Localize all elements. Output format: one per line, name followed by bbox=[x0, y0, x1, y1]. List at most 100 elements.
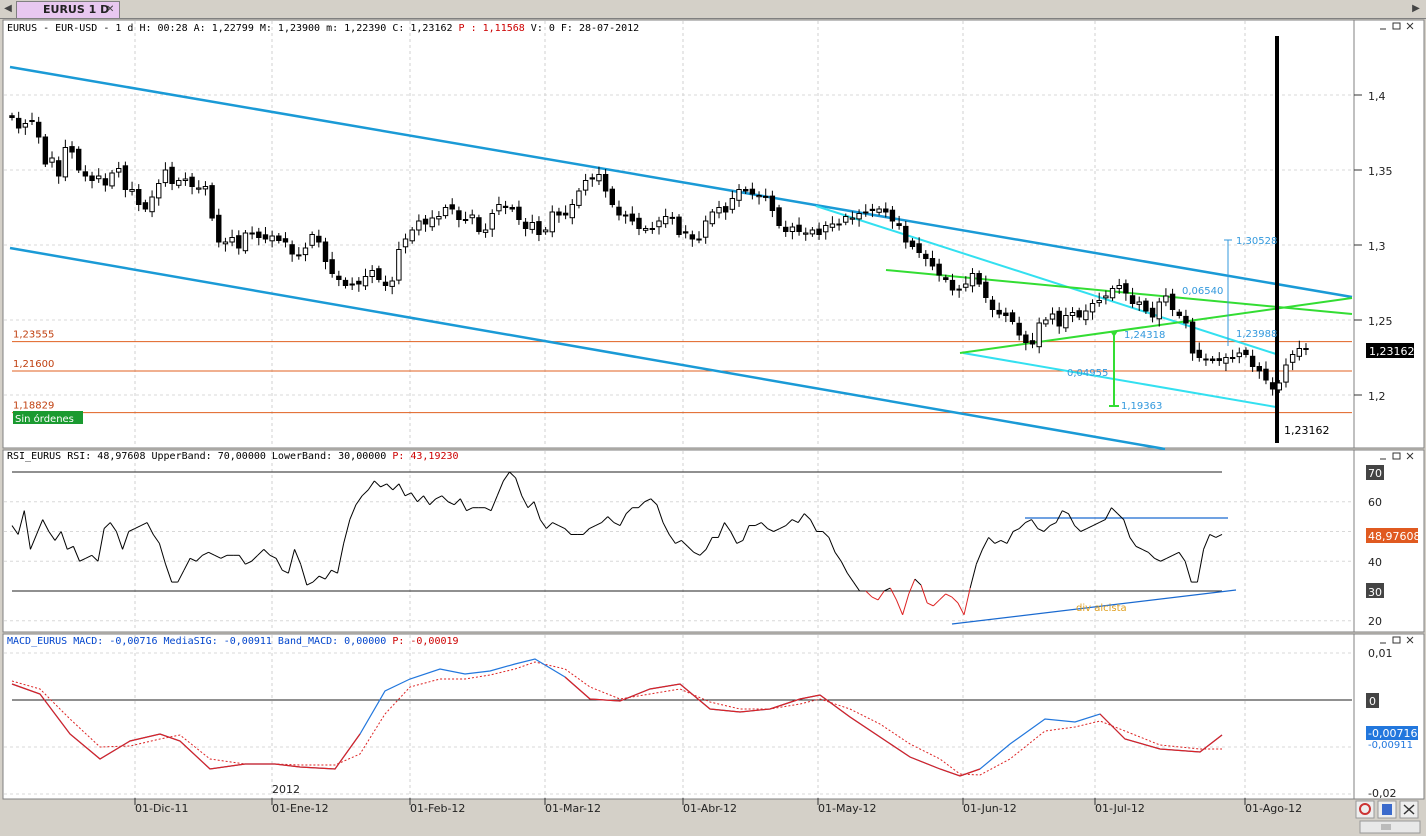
candle[interactable] bbox=[476, 217, 482, 232]
candle[interactable] bbox=[803, 232, 809, 235]
candle[interactable] bbox=[1076, 310, 1082, 318]
maximize-icon[interactable] bbox=[1392, 452, 1401, 460]
candle[interactable] bbox=[102, 178, 109, 186]
candle[interactable] bbox=[923, 253, 929, 260]
candle[interactable] bbox=[316, 235, 322, 243]
candle[interactable] bbox=[769, 195, 776, 212]
candle[interactable] bbox=[149, 196, 155, 213]
candle[interactable] bbox=[776, 207, 782, 227]
candle[interactable] bbox=[1263, 368, 1269, 381]
candle[interactable] bbox=[636, 217, 642, 230]
maximize-icon[interactable] bbox=[1392, 636, 1401, 644]
candle[interactable] bbox=[843, 216, 849, 223]
rsi-panel[interactable] bbox=[2, 449, 1355, 633]
candle[interactable] bbox=[282, 238, 289, 243]
candle[interactable] bbox=[682, 231, 689, 234]
candle[interactable] bbox=[903, 225, 909, 243]
candle[interactable] bbox=[376, 268, 382, 280]
candle[interactable] bbox=[1029, 340, 1036, 345]
candle[interactable] bbox=[462, 219, 469, 221]
candle[interactable] bbox=[976, 273, 982, 285]
candle[interactable] bbox=[689, 234, 696, 240]
candle[interactable] bbox=[989, 299, 996, 311]
candle[interactable] bbox=[916, 243, 922, 254]
candle[interactable] bbox=[516, 206, 522, 220]
candle[interactable] bbox=[469, 214, 475, 219]
candle[interactable] bbox=[96, 175, 102, 180]
candle[interactable] bbox=[1083, 310, 1089, 321]
candle[interactable] bbox=[736, 189, 742, 201]
candle[interactable] bbox=[169, 166, 175, 185]
candle[interactable] bbox=[756, 195, 762, 198]
candle[interactable] bbox=[35, 121, 42, 138]
candle[interactable] bbox=[22, 123, 29, 128]
candle[interactable] bbox=[529, 222, 535, 230]
candle[interactable] bbox=[196, 187, 202, 190]
candle[interactable] bbox=[1176, 311, 1182, 317]
candle[interactable] bbox=[1016, 322, 1022, 336]
candle[interactable] bbox=[162, 169, 169, 184]
candle[interactable] bbox=[1156, 301, 1162, 320]
candle[interactable] bbox=[783, 226, 789, 233]
candle[interactable] bbox=[1116, 285, 1122, 289]
candle[interactable] bbox=[1196, 349, 1202, 358]
green-lower-line[interactable] bbox=[959, 297, 1353, 354]
channel-lower-line[interactable] bbox=[9, 246, 1166, 451]
channel-upper-line[interactable] bbox=[9, 65, 1353, 299]
candle[interactable] bbox=[276, 235, 282, 241]
candle[interactable] bbox=[449, 204, 455, 210]
candle[interactable] bbox=[996, 309, 1002, 315]
candle[interactable] bbox=[1043, 319, 1049, 325]
candle[interactable] bbox=[436, 216, 442, 220]
candle[interactable] bbox=[329, 259, 335, 274]
candle[interactable] bbox=[409, 229, 415, 242]
candle[interactable] bbox=[15, 117, 22, 129]
candle[interactable] bbox=[629, 213, 636, 222]
candle[interactable] bbox=[896, 223, 902, 226]
candle[interactable] bbox=[1089, 303, 1096, 313]
candle[interactable] bbox=[1296, 348, 1303, 357]
candle[interactable] bbox=[676, 216, 682, 236]
candle[interactable] bbox=[82, 171, 89, 177]
candle[interactable] bbox=[142, 202, 149, 210]
macd-panel[interactable] bbox=[2, 633, 1355, 800]
candle[interactable] bbox=[542, 229, 549, 233]
maximize-icon[interactable] bbox=[1392, 22, 1401, 30]
candle[interactable] bbox=[696, 238, 702, 241]
candle[interactable] bbox=[1256, 366, 1262, 372]
cyan-upper-line[interactable] bbox=[815, 205, 1277, 355]
candle[interactable] bbox=[482, 229, 489, 233]
candle[interactable] bbox=[569, 204, 575, 219]
candle[interactable] bbox=[509, 207, 515, 210]
candle[interactable] bbox=[396, 249, 402, 281]
candle[interactable] bbox=[856, 213, 862, 220]
candle[interactable] bbox=[649, 228, 656, 230]
candle[interactable] bbox=[809, 229, 816, 235]
candle[interactable] bbox=[1123, 283, 1129, 294]
candle[interactable] bbox=[796, 224, 802, 232]
candle[interactable] bbox=[69, 146, 75, 153]
candle[interactable] bbox=[642, 228, 649, 231]
candle[interactable] bbox=[1283, 364, 1289, 383]
rsi-divergence-line[interactable] bbox=[951, 589, 1237, 625]
candle[interactable] bbox=[489, 213, 495, 230]
candle[interactable] bbox=[129, 189, 135, 192]
candle[interactable] bbox=[122, 165, 129, 191]
candle[interactable] bbox=[442, 207, 449, 217]
candle[interactable] bbox=[969, 273, 976, 287]
candle[interactable] bbox=[269, 235, 275, 242]
candle[interactable] bbox=[62, 147, 69, 178]
candle[interactable] bbox=[956, 288, 962, 291]
candle[interactable] bbox=[789, 226, 796, 232]
candle[interactable] bbox=[356, 280, 362, 285]
candle[interactable] bbox=[983, 281, 989, 299]
candle[interactable] bbox=[1049, 313, 1056, 320]
candle[interactable] bbox=[89, 175, 95, 181]
candle[interactable] bbox=[722, 206, 729, 213]
candle[interactable] bbox=[1163, 295, 1169, 303]
candle[interactable] bbox=[1289, 354, 1296, 363]
candle[interactable] bbox=[576, 190, 582, 206]
candle[interactable] bbox=[382, 281, 389, 287]
candle[interactable] bbox=[616, 206, 622, 216]
candle[interactable] bbox=[222, 241, 229, 245]
